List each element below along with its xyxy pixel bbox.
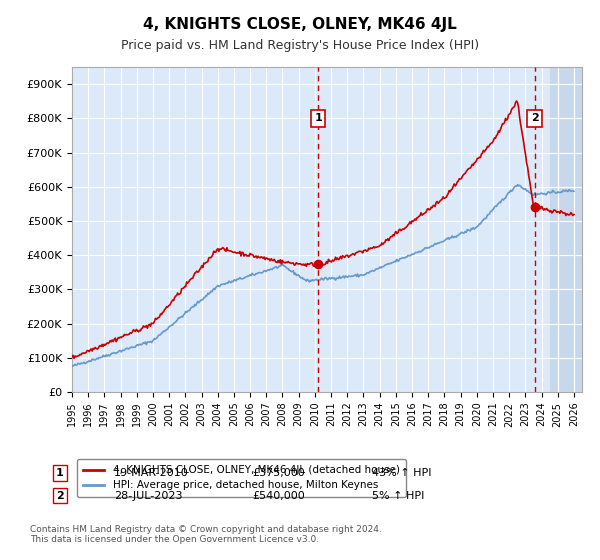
Text: 4, KNIGHTS CLOSE, OLNEY, MK46 4JL: 4, KNIGHTS CLOSE, OLNEY, MK46 4JL xyxy=(143,17,457,32)
Text: 19-MAR-2010: 19-MAR-2010 xyxy=(114,468,189,478)
Text: £540,000: £540,000 xyxy=(252,491,305,501)
Legend: 4, KNIGHTS CLOSE, OLNEY, MK46 4JL (detached house), HPI: Average price, detached: 4, KNIGHTS CLOSE, OLNEY, MK46 4JL (detac… xyxy=(77,459,406,497)
Text: 1: 1 xyxy=(314,114,322,124)
Text: 2: 2 xyxy=(56,491,64,501)
Text: Price paid vs. HM Land Registry's House Price Index (HPI): Price paid vs. HM Land Registry's House … xyxy=(121,39,479,52)
Text: 5% ↑ HPI: 5% ↑ HPI xyxy=(372,491,424,501)
Text: 1: 1 xyxy=(56,468,64,478)
Text: £375,000: £375,000 xyxy=(252,468,305,478)
Text: 28-JUL-2023: 28-JUL-2023 xyxy=(114,491,182,501)
Text: 43% ↑ HPI: 43% ↑ HPI xyxy=(372,468,431,478)
Bar xyxy=(550,67,582,392)
Text: Contains HM Land Registry data © Crown copyright and database right 2024.
This d: Contains HM Land Registry data © Crown c… xyxy=(30,525,382,544)
Text: 2: 2 xyxy=(530,114,538,124)
